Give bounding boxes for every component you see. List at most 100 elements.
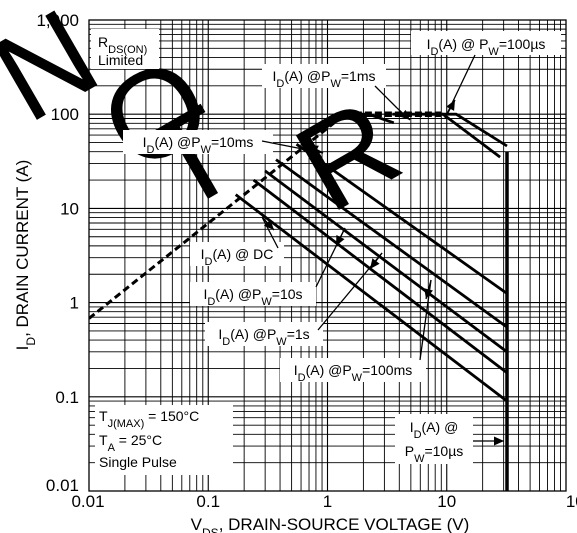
annotation-subscript: W	[276, 336, 287, 348]
y-tick-label: 0.01	[46, 476, 79, 495]
y-tick-label: 1,000	[36, 11, 79, 30]
x-tick-label: 1	[323, 492, 332, 511]
annotation-subscript: W	[261, 296, 272, 308]
axis-title-rest: , DRAIN-SOURCE VOLTAGE (V)	[219, 515, 470, 533]
annotation-subscript: W	[201, 144, 212, 156]
annotation-part: =100ms	[362, 362, 412, 378]
annotation-part: =10s	[272, 286, 303, 302]
y-tick-label: 100	[51, 105, 79, 124]
y-tick-label: 10	[60, 199, 79, 218]
axis-title-main: V	[191, 515, 203, 533]
label-1ms: ID(A) @PW=1ms	[273, 68, 376, 90]
rds-on-limited-label-bg	[91, 29, 159, 69]
axis-title-sub: D	[24, 337, 38, 346]
annotation-subscript: W	[488, 46, 499, 58]
y-axis-title: ID, DRAIN CURRENT (A)	[13, 160, 38, 351]
arrow-head	[336, 235, 345, 246]
label-10s-bg	[190, 282, 316, 306]
x-tick-label: 100	[566, 492, 577, 511]
label-100us-bg	[411, 31, 561, 55]
curves	[89, 111, 509, 491]
label-100ms: ID(A) @PW=100ms	[294, 362, 413, 384]
annotation-part: I	[203, 286, 207, 302]
conditions-label-line3: Single Pulse	[99, 454, 177, 470]
axis-titles: VDS, DRAIN-SOURCE VOLTAGE (V)ID, DRAIN C…	[13, 160, 469, 533]
label-1ms-bg	[262, 64, 386, 88]
leader-line	[261, 216, 279, 249]
annotation-subscript: D	[430, 46, 438, 58]
arrow-head	[446, 100, 455, 111]
tick-labels: 0.01 0.1 1 10 100 1,000 100 10 1 0.1 0.01	[36, 11, 577, 511]
annotation-part: (A) @P	[230, 326, 276, 342]
conditions-label: TJ(MAX) = 150°C	[99, 408, 199, 430]
axis-title-rest: , DRAIN CURRENT (A)	[13, 160, 32, 337]
label-10s: ID(A) @PW=10s	[203, 286, 302, 308]
soa-curve	[252, 178, 508, 374]
x-tick-label: 0.01	[71, 492, 104, 511]
annotation-part: I	[410, 419, 414, 435]
soa-curve	[264, 169, 508, 354]
annotation-subscript: D	[205, 256, 213, 268]
y-tick-label: 1	[70, 294, 79, 313]
annotation-part: (A) @	[422, 419, 459, 435]
annotation-subscript: D	[207, 296, 215, 308]
annotation-part: (A) @P	[154, 134, 200, 150]
x-tick-label: 10	[437, 492, 456, 511]
label-10ms-bg	[123, 130, 273, 154]
label-dc: ID(A) @ DC	[201, 246, 274, 268]
arrow-head	[308, 145, 319, 154]
x-tick-label: 0.1	[196, 492, 220, 511]
annotation-part: = 150°C	[144, 408, 199, 424]
annotation-part: R	[98, 34, 108, 50]
annotation-part: =1ms	[341, 68, 376, 84]
soa-curve	[295, 143, 508, 295]
soa-curve	[431, 112, 508, 148]
annotation-part: =10ms	[211, 134, 253, 150]
annotation-part: (A) @P	[284, 68, 330, 84]
label-1s-bg	[205, 322, 323, 346]
annotation-subscript: DS(ON)	[108, 44, 147, 56]
annotation-part: I	[294, 362, 298, 378]
annotation-part: I	[273, 68, 277, 84]
plot-frame	[88, 19, 567, 492]
soa-curve	[344, 112, 395, 125]
label-100us: ID(A) @ PW=100µs	[427, 36, 546, 58]
soa-curve	[234, 193, 508, 403]
annotation-part: P	[405, 443, 414, 459]
annotation-part: I	[143, 134, 147, 150]
annotation-part: T	[99, 408, 108, 424]
arrow-head	[263, 219, 274, 230]
annotation-subscript: D	[414, 429, 422, 441]
annotation-part: =10µs	[424, 443, 463, 459]
conditions-label-line2: TA = 25°C	[99, 432, 162, 454]
annotation-part: I	[218, 326, 222, 342]
annotation-subscript: A	[108, 442, 116, 454]
annotation-subscript: W	[330, 78, 341, 90]
arrow-head	[424, 288, 433, 299]
annotation-part: I	[427, 36, 431, 52]
label-10us-line2: PW=10µs	[405, 443, 464, 465]
label-10us-bg	[395, 414, 473, 464]
annotation-part: (A) @P	[306, 362, 352, 378]
y-tick-label: 0.1	[55, 388, 79, 407]
annotation-part: (A) @ P	[438, 36, 488, 52]
annotation-subscript: W	[352, 372, 363, 384]
x-axis-title: VDS, DRAIN-SOURCE VOLTAGE (V)	[191, 515, 470, 533]
arrow-head	[494, 436, 504, 446]
rds-on-limited-label: RDS(ON)	[98, 34, 147, 56]
annotation-part: = 25°C	[115, 432, 162, 448]
annotation-part: =100µs	[499, 36, 546, 52]
rds-on-limited-label-line2: Limited	[98, 52, 143, 68]
axis-title-main: I	[13, 346, 32, 351]
label-dc-bg	[190, 242, 284, 266]
leader-line	[374, 85, 398, 109]
annotation-subscript: D	[298, 372, 306, 384]
annotation-subscript: D	[276, 78, 284, 90]
label-10ms: ID(A) @PW=10ms	[143, 134, 254, 156]
arrow-head	[370, 258, 380, 269]
annotation-subscript: J(MAX)	[108, 418, 145, 430]
annotation-subscript: D	[147, 144, 155, 156]
annotation-subscript: W	[414, 453, 425, 465]
